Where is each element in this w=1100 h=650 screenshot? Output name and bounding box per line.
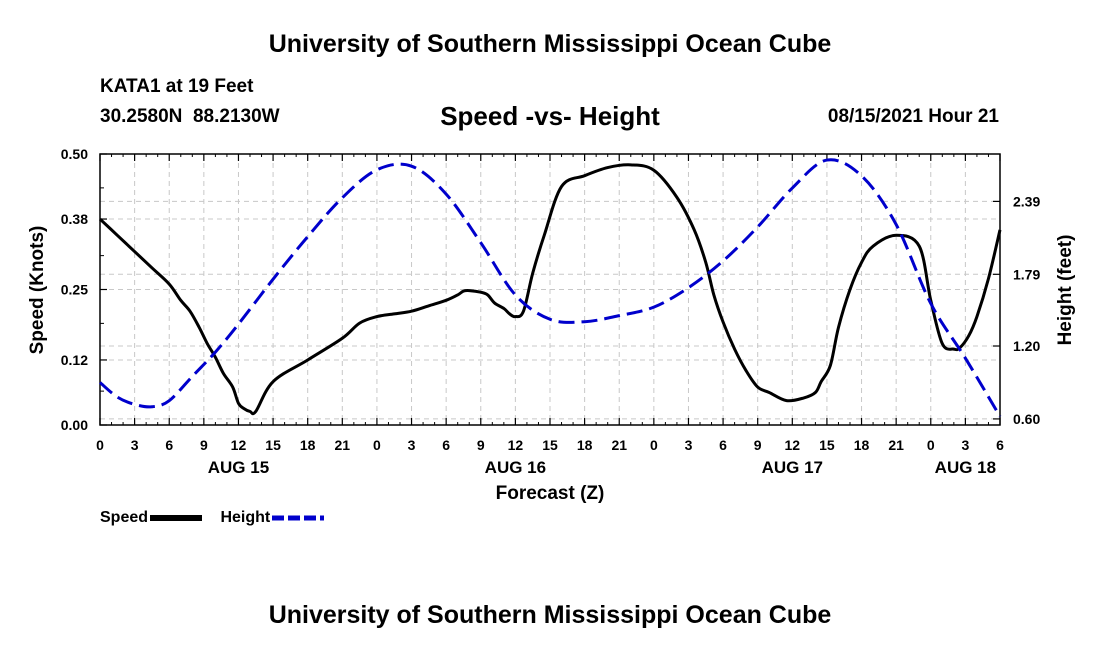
x-tick-label: 3 (685, 437, 693, 453)
x-tick-label: 6 (719, 437, 727, 453)
x-tick-label: 15 (542, 437, 558, 453)
x-tick-label: 0 (373, 437, 381, 453)
x-tick-label: 21 (335, 437, 351, 453)
x-axis-title: Forecast (Z) (495, 483, 605, 504)
legend-height-label: Height (220, 509, 271, 526)
x-tick-label: 12 (785, 437, 801, 453)
y2-tick-label: 1.79 (1013, 266, 1040, 282)
coordinates-label: 30.2580N 88.2130W (100, 106, 280, 127)
y-axis-left-title: Speed (Knots) (27, 225, 48, 355)
legend-height-line (272, 515, 325, 521)
x-tick-label: 21 (611, 437, 627, 453)
chart-title: Speed -vs- Height (440, 101, 660, 131)
x-tick-label: 3 (408, 437, 416, 453)
x-tick-label: 18 (300, 437, 316, 453)
x-tick-label: 0 (927, 437, 935, 453)
x-date-label: AUG 17 (762, 458, 823, 477)
y2-tick-label: 1.20 (1013, 338, 1040, 354)
y2-tick-label: 0.60 (1013, 411, 1040, 427)
legend-speed-label: Speed (100, 509, 149, 526)
datetime-label: 08/15/2021 Hour 21 (827, 106, 999, 127)
x-tick-label: 6 (442, 437, 450, 453)
x-tick-label: 18 (577, 437, 593, 453)
x-date-label: AUG 15 (208, 458, 269, 477)
x-tick-label: 15 (819, 437, 835, 453)
x-tick-label: 9 (754, 437, 762, 453)
x-tick-label: 12 (508, 437, 524, 453)
y-tick-label: 0.25 (61, 282, 88, 298)
y-tick-label: 0.00 (61, 417, 88, 433)
y-tick-label: 0.50 (61, 146, 88, 162)
y-tick-label: 0.38 (61, 211, 88, 227)
x-tick-label: 18 (854, 437, 870, 453)
x-tick-label: 3 (131, 437, 139, 453)
y-axis-right-title: Height (feet) (1055, 234, 1076, 346)
x-tick-label: 15 (265, 437, 281, 453)
x-tick-label: 3 (961, 437, 969, 453)
height-series-line (99, 158, 1002, 418)
legend-speed-line (150, 514, 203, 521)
x-tick-label: 12 (231, 437, 247, 453)
x-tick-label: 6 (996, 437, 1004, 453)
y2-tick-label: 2.39 (1013, 193, 1040, 209)
y-tick-label: 0.12 (61, 352, 88, 368)
x-date-label: AUG 18 (935, 458, 996, 477)
speed-series-line (98, 163, 1002, 416)
page-title-bottom: University of Southern Mississippi Ocean… (268, 601, 832, 629)
page-title-top: University of Southern Mississippi Ocean… (268, 30, 832, 58)
x-tick-label: 6 (165, 437, 173, 453)
x-tick-label: 9 (200, 437, 208, 453)
legend: Speed Height (100, 509, 326, 527)
station-label: KATA1 at 19 Feet (100, 76, 254, 97)
x-tick-label: 21 (888, 437, 904, 453)
x-date-label: AUG 16 (485, 458, 546, 477)
x-tick-label: 9 (477, 437, 485, 453)
x-tick-label: 0 (650, 437, 658, 453)
x-tick-label: 0 (96, 437, 104, 453)
